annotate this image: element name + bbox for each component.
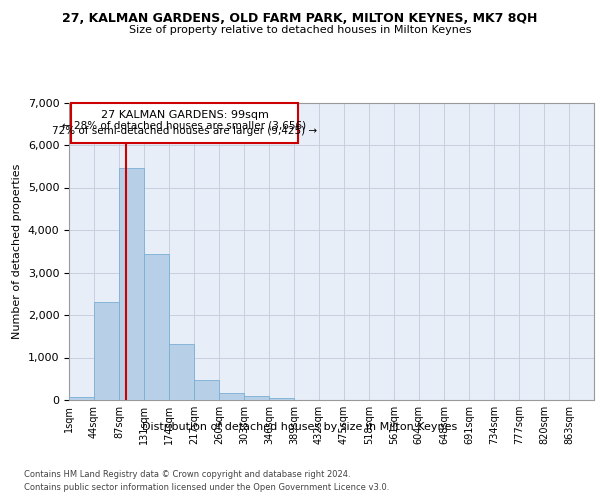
- Text: Distribution of detached houses by size in Milton Keynes: Distribution of detached houses by size …: [142, 422, 458, 432]
- Bar: [145, 254, 169, 400]
- Text: 27, KALMAN GARDENS, OLD FARM PARK, MILTON KEYNES, MK7 8QH: 27, KALMAN GARDENS, OLD FARM PARK, MILTO…: [62, 12, 538, 26]
- Bar: [94, 302, 119, 400]
- Bar: [244, 396, 269, 400]
- Text: ← 28% of detached houses are smaller (3,656): ← 28% of detached houses are smaller (3,…: [62, 120, 307, 130]
- Text: Contains HM Land Registry data © Crown copyright and database right 2024.: Contains HM Land Registry data © Crown c…: [24, 470, 350, 479]
- Text: 27 KALMAN GARDENS: 99sqm: 27 KALMAN GARDENS: 99sqm: [101, 110, 268, 120]
- Bar: [219, 393, 244, 400]
- Y-axis label: Number of detached properties: Number of detached properties: [12, 164, 22, 339]
- Text: 72% of semi-detached houses are larger (9,425) →: 72% of semi-detached houses are larger (…: [52, 126, 317, 136]
- Text: Size of property relative to detached houses in Milton Keynes: Size of property relative to detached ho…: [129, 25, 471, 35]
- Bar: [119, 168, 144, 400]
- Bar: [69, 397, 94, 400]
- Bar: [269, 398, 294, 400]
- Bar: [194, 380, 219, 400]
- Bar: [169, 344, 194, 400]
- Text: Contains public sector information licensed under the Open Government Licence v3: Contains public sector information licen…: [24, 482, 389, 492]
- FancyBboxPatch shape: [71, 104, 298, 143]
